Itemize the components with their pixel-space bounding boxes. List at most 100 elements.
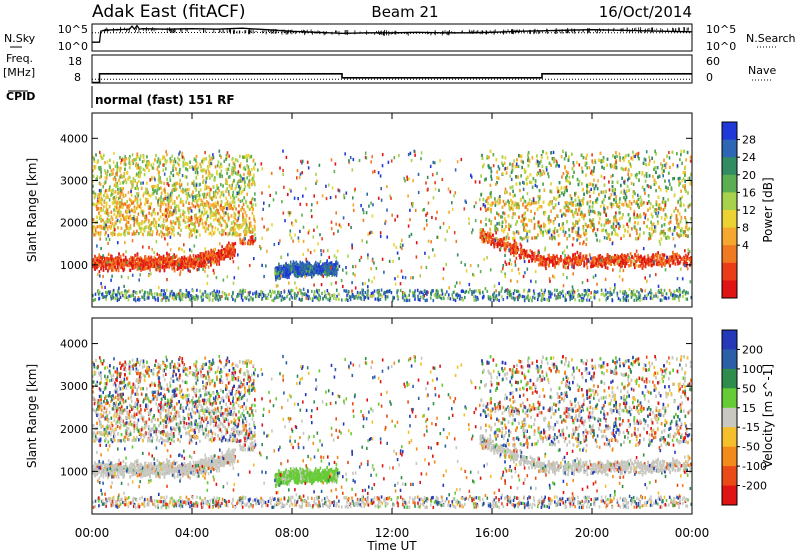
power-cell [237,224,239,228]
power-cell [242,238,244,242]
power-cell [169,226,171,231]
power-cell [248,171,251,176]
power-cell [163,233,165,237]
power-cell [245,231,247,235]
power-cell [142,264,145,268]
power-cell [108,164,111,168]
power-cell [166,159,168,163]
power-cell [171,262,173,267]
power-cell [134,259,137,263]
power-cell [146,160,148,164]
power-cell [220,162,222,166]
power-cell [203,253,205,257]
power-cell [137,267,140,271]
power-cell [95,231,98,235]
freq-series-line [92,73,692,84]
power-cell [195,162,198,166]
power-cell [219,153,221,158]
power-cell [145,262,147,266]
power-cell [124,193,127,197]
power-cell [110,224,113,229]
power-cell [182,265,184,269]
power-cell [155,268,158,272]
power-cell [184,265,186,270]
power-cell [93,263,96,267]
power-cell [126,205,128,209]
power-cell [199,233,201,237]
power-cell [120,233,122,237]
power-cell [112,168,115,172]
power-cell [175,254,178,258]
power-cell [144,191,147,195]
power-cell [137,163,139,167]
power-cell [192,265,194,269]
power-cell [177,259,179,263]
power-cell [251,182,253,187]
power-cell [122,194,125,198]
power-cell [216,186,219,190]
power-cell [227,190,230,194]
power-cell [126,171,128,175]
power-cell [168,261,171,265]
power-cell [245,153,248,158]
power-cell [181,190,184,194]
power-cell [124,215,127,220]
power-cell [214,176,216,180]
power-cell [248,155,251,159]
power-cell [147,263,149,268]
power-cell [218,231,221,235]
power-cell [238,226,240,231]
power-cell [219,255,222,259]
power-cell [233,215,235,219]
power-cell [182,187,184,191]
power-cell [98,195,100,199]
power-cell [176,161,179,165]
power-cell [229,175,231,179]
power-cell [236,172,238,176]
power-cell [228,249,231,254]
power-cell [114,262,117,266]
power-cell [112,267,114,271]
power-cell [231,186,233,190]
power-cell [169,209,171,213]
power-cell [104,259,106,263]
power-cell [195,257,197,261]
power-cell [187,265,190,269]
power-cell [227,212,229,217]
power-cell [100,192,102,196]
power-cell [182,160,184,164]
power-cell [198,196,201,201]
power-cell [159,161,161,165]
power-cell [109,158,111,162]
power-cell [219,222,222,226]
power-cell [195,194,198,198]
power-cell [205,219,208,223]
power-cell [154,158,156,162]
power-cell [155,223,157,227]
power-cell [98,270,101,274]
power-cell [112,257,114,262]
power-cell [211,256,213,260]
power-cell [142,167,145,171]
power-cell [140,268,142,272]
power-cell [228,184,231,188]
power-cell [128,166,131,170]
power-cell [112,231,114,235]
power-cell [223,159,226,163]
power-cell [130,262,133,266]
power-cell [215,204,217,209]
power-cell [172,220,175,224]
power-cell [124,167,126,171]
power-cell [95,178,97,182]
power-cell [244,185,246,189]
power-cell [139,256,142,260]
power-cell [243,187,246,192]
power-cell [246,204,249,208]
power-cell [184,257,186,261]
power-cell [92,169,94,173]
power-cell [140,206,142,210]
power-cell [102,265,105,269]
power-cell [163,201,165,205]
power-cell [183,255,186,259]
power-cell [241,223,244,227]
